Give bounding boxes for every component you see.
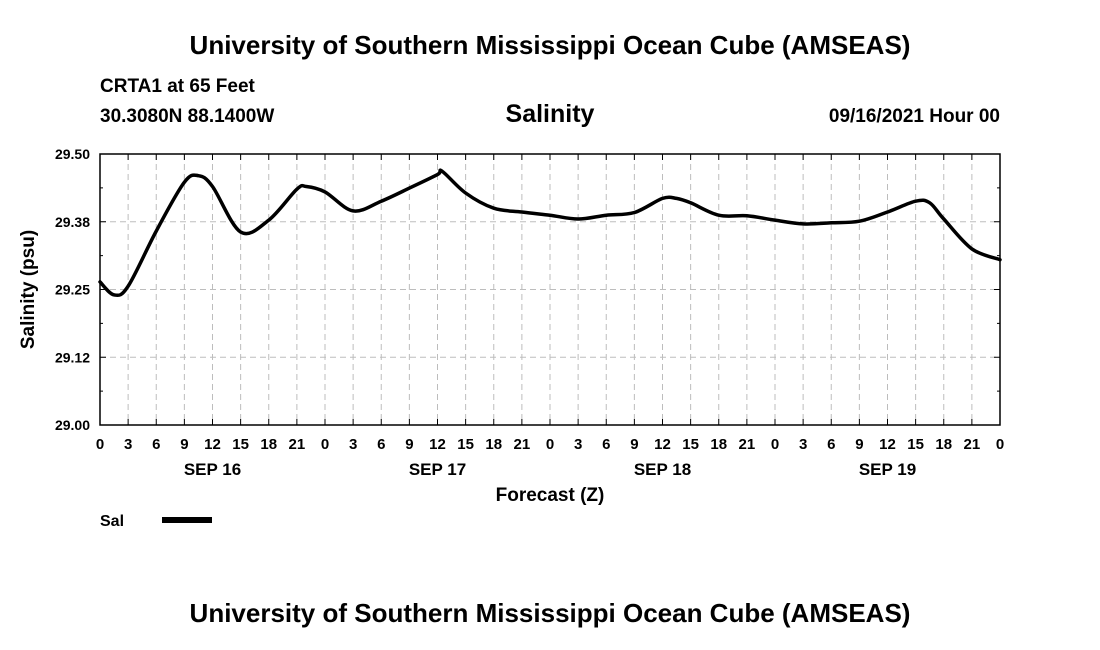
x-tick-label: 18: [485, 436, 502, 453]
date-label: SEP 18: [634, 460, 691, 479]
x-tick-label: 18: [260, 436, 277, 453]
x-tick-label: 21: [739, 436, 756, 453]
x-tick-label: 0: [321, 436, 329, 453]
x-tick-label: 6: [152, 436, 160, 453]
x-tick-label: 21: [964, 436, 981, 453]
x-axis-label: Forecast (Z): [496, 485, 605, 506]
x-tick-label: 6: [377, 436, 385, 453]
station-label: CRTA1 at 65 Feet: [100, 76, 255, 97]
x-tick-label: 21: [289, 436, 306, 453]
x-tick-label: 0: [546, 436, 554, 453]
x-tick-label: 12: [654, 436, 671, 453]
date-label: SEP 19: [859, 460, 916, 479]
y-tick-label: 29.50: [55, 146, 90, 162]
plot-frame: [99, 153, 1001, 426]
y-tick-label: 29.25: [55, 282, 90, 298]
x-tick-label: 12: [879, 436, 896, 453]
x-tick-label: 6: [827, 436, 835, 453]
x-tick-label: 0: [771, 436, 779, 453]
x-tick-label: 6: [602, 436, 610, 453]
x-tick-label: 15: [907, 436, 924, 453]
coordinates-label: 30.3080N 88.1400W: [100, 106, 275, 127]
x-tick-label: 3: [799, 436, 807, 453]
date-label: SEP 17: [409, 460, 466, 479]
x-tick-label: 18: [710, 436, 727, 453]
y-tick-label: 29.00: [55, 417, 90, 433]
parameter-title: Salinity: [505, 100, 595, 128]
x-tick-label: 21: [514, 436, 531, 453]
date-label: SEP 16: [184, 460, 241, 479]
x-tick-label: 0: [96, 436, 104, 453]
x-tick-label: 9: [855, 436, 863, 453]
chart-title: University of Southern Mississippi Ocean…: [189, 30, 911, 60]
x-tick-label: 9: [630, 436, 638, 453]
y-tick-label: 29.12: [55, 349, 90, 365]
x-tick-label: 3: [574, 436, 582, 453]
x-tick-label: 15: [232, 436, 249, 453]
x-tick-label: 9: [405, 436, 413, 453]
x-tick-label: 3: [349, 436, 357, 453]
x-tick-label: 0: [996, 436, 1004, 453]
y-axis-label: Salinity (psu): [18, 230, 39, 349]
legend-label: Sal: [100, 513, 124, 530]
footer-title: University of Southern Mississippi Ocean…: [189, 598, 911, 628]
x-tick-label: 3: [124, 436, 132, 453]
x-tick-label: 9: [180, 436, 188, 453]
series-line-sal: [98, 168, 1002, 298]
x-tick-label: 15: [682, 436, 699, 453]
x-tick-label: 15: [457, 436, 474, 453]
x-tick-label: 12: [429, 436, 446, 453]
x-tick-label: 12: [204, 436, 221, 453]
x-tick-label: 18: [935, 436, 952, 453]
y-tick-label: 29.38: [55, 214, 90, 230]
forecast-datetime: 09/16/2021 Hour 00: [828, 106, 1000, 127]
